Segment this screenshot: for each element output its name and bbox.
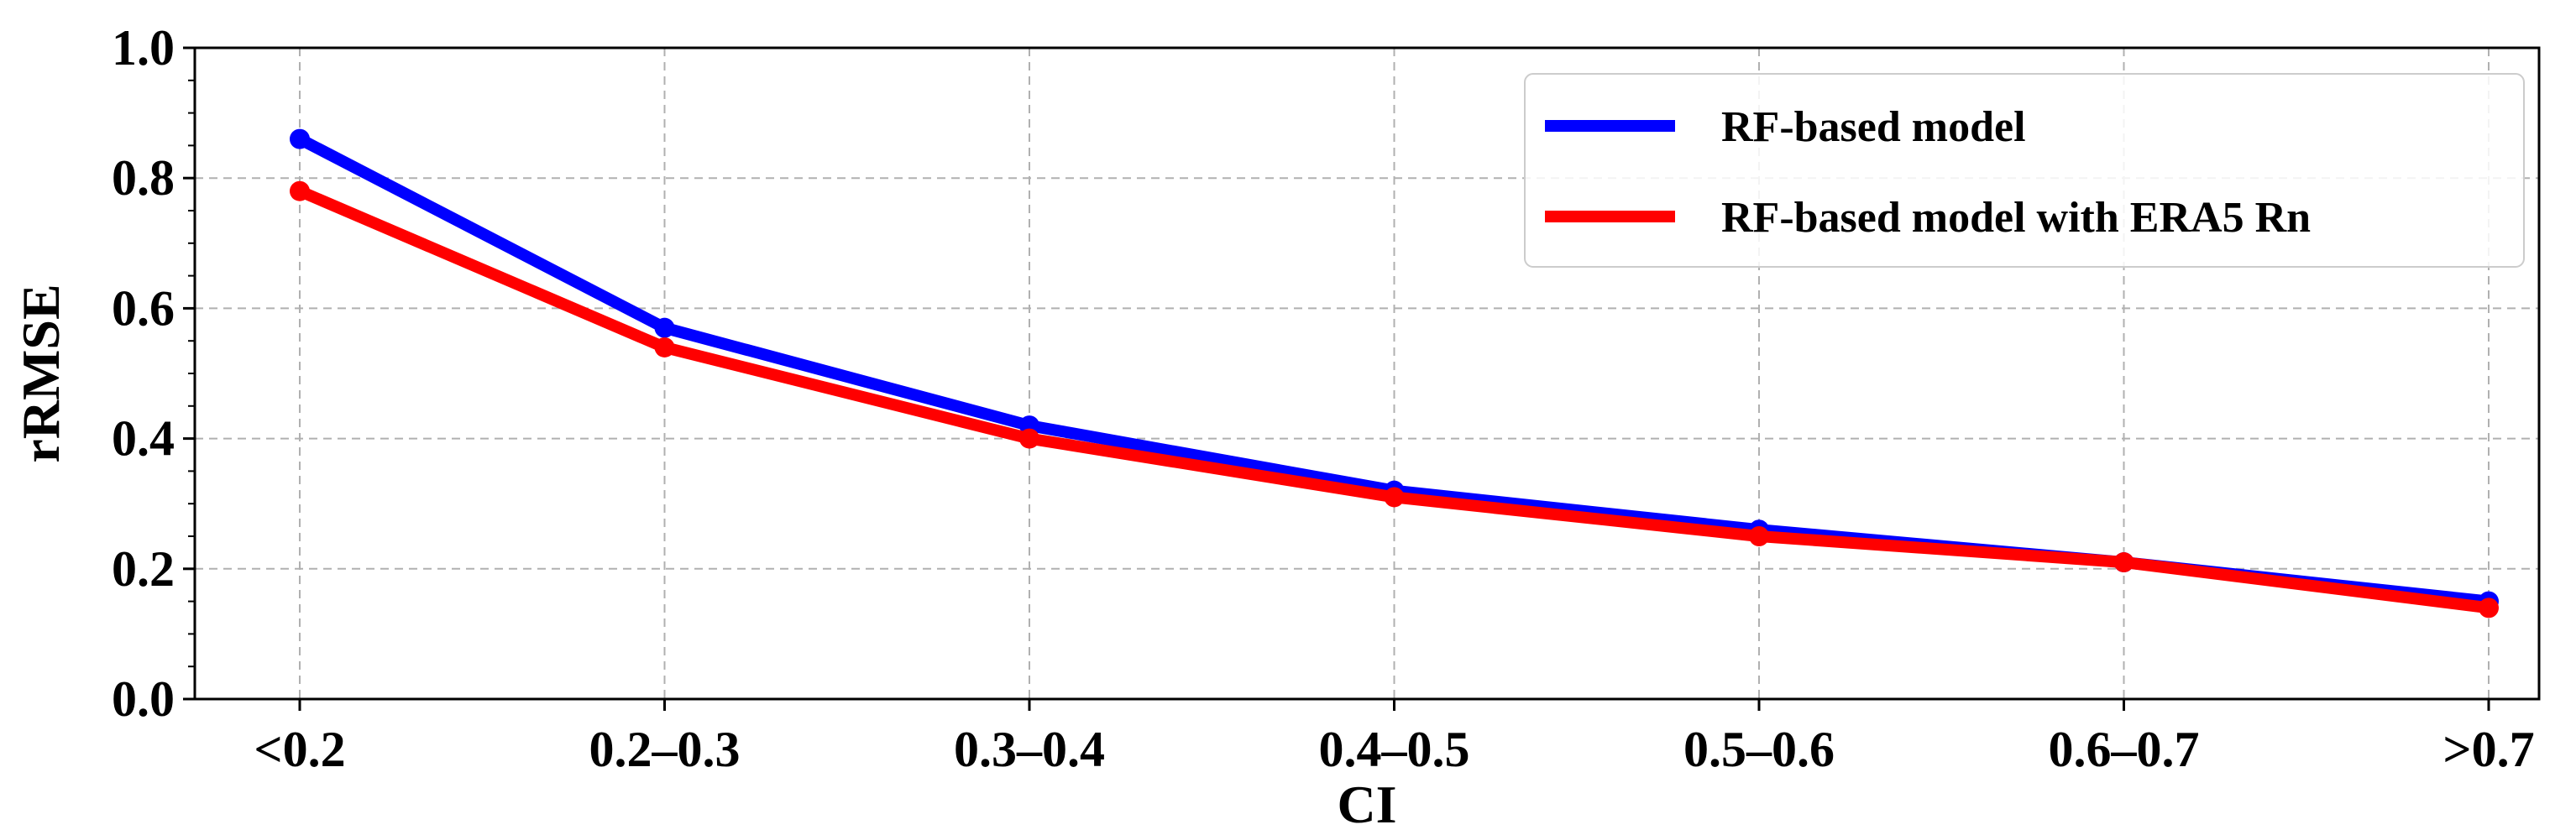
x-tick-label: 0.2–0.3	[589, 722, 741, 777]
axis-ticks	[183, 46, 2490, 711]
plot-area-frame	[193, 46, 2541, 701]
x-tick-label: 0.3–0.4	[954, 722, 1105, 777]
y-tick-label: 0.4	[112, 411, 175, 467]
data-point-rf-based-model-with-era5-rn	[2479, 598, 2499, 618]
series-rf-based-model-with-era5-rn	[290, 180, 2499, 618]
legend: RF-based model RF-based model with ERA5 …	[1524, 73, 2525, 268]
y-tick-label: 0.0	[112, 671, 175, 727]
y-tick-label: 1.0	[112, 20, 175, 76]
data-point-rf-based-model-with-era5-rn	[1749, 526, 1769, 546]
tick-labels: 0.0 0.2 0.4 0.6 0.8 1.0 <0.2 0.2–0.3 0.3–0.4 0.4–…	[112, 20, 2535, 777]
y-tick-label: 0.6	[112, 280, 175, 336]
x-tick-label: 0.4–0.5	[1319, 722, 1470, 777]
x-tick-label: 0.6–0.7	[2049, 722, 2200, 777]
data-point-rf-based-model	[654, 317, 675, 338]
x-tick-label: <0.2	[254, 722, 345, 777]
y-tick-label: 0.8	[112, 150, 175, 206]
data-point-rf-based-model	[290, 128, 310, 149]
legend-label-rf-based-model: RF-based model	[1721, 103, 2026, 151]
y-tick-label: 0.2	[112, 541, 175, 597]
legend-label-rf-based-model-with-era5-rn: RF-based model with ERA5 Rn	[1721, 194, 2311, 242]
data-point-rf-based-model-with-era5-rn	[654, 337, 675, 357]
x-tick-label: 0.5–0.6	[1683, 722, 1835, 777]
legend-box	[1524, 73, 2525, 268]
data-point-rf-based-model-with-era5-rn	[1384, 487, 1405, 508]
data-point-rf-based-model-with-era5-rn	[1019, 428, 1039, 449]
series-lines	[290, 128, 2499, 618]
x-tick-label: >0.7	[2442, 722, 2534, 777]
data-point-rf-based-model-with-era5-rn	[290, 180, 310, 201]
data-point-rf-based-model-with-era5-rn	[2113, 552, 2134, 573]
x-axis-label: CI	[1337, 775, 1396, 834]
y-axis-label: rRMSE	[11, 284, 71, 462]
